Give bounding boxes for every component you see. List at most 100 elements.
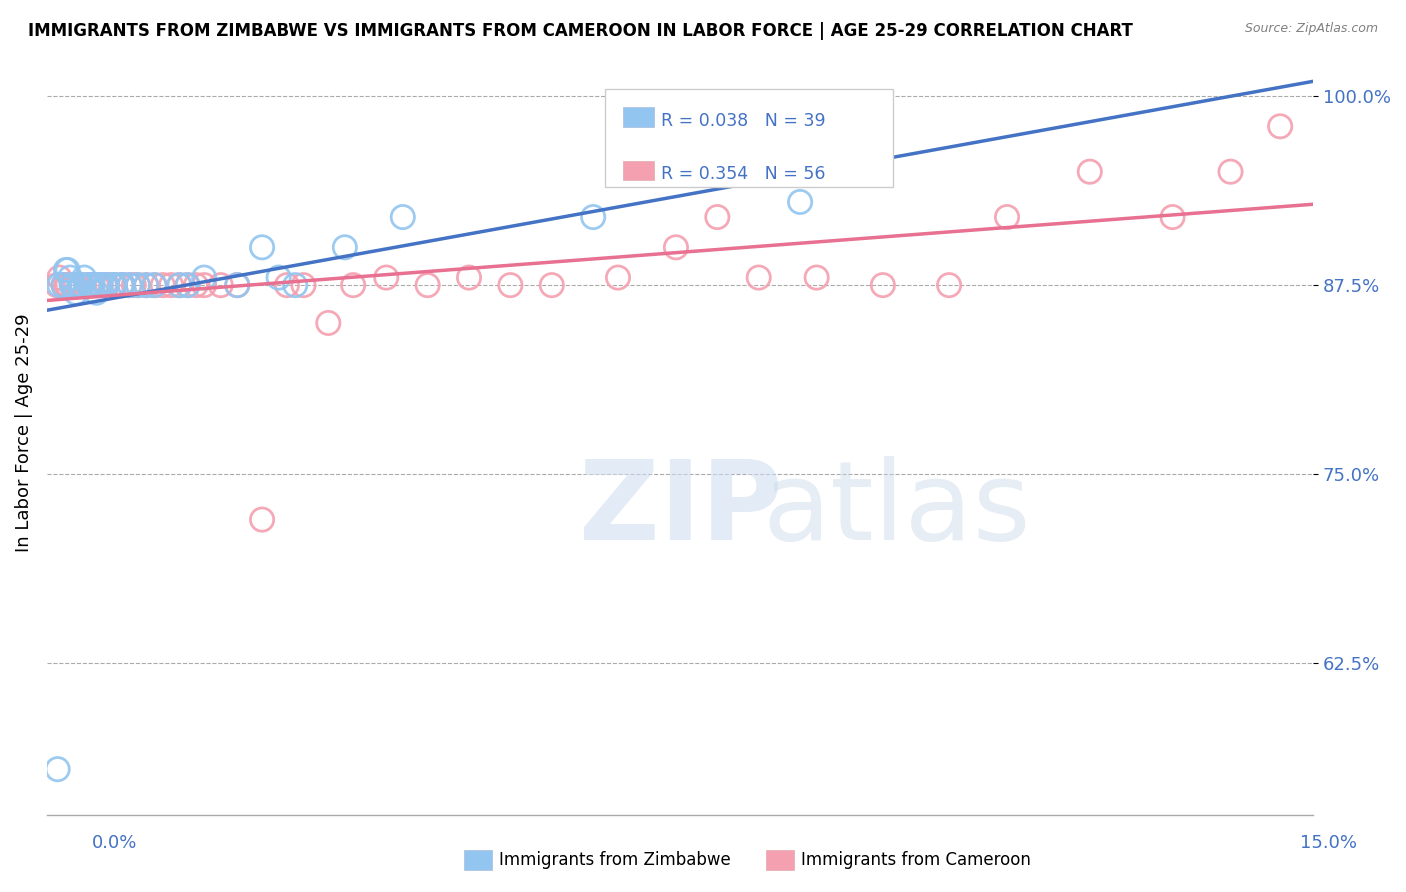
Point [77,278,100,293]
Point [104,278,127,293]
Point [938,278,960,293]
Point [48,270,70,285]
Point [82,278,104,293]
Point [193,278,215,293]
Point [176,278,198,293]
Point [193,270,215,285]
Point [48,278,70,293]
Point [55,263,77,277]
Point [143,278,166,293]
Point [101,278,124,293]
Point [77,278,100,293]
Point [87,278,110,293]
Text: R = 0.038   N = 39: R = 0.038 N = 39 [661,112,825,129]
Text: R = 0.354   N = 56: R = 0.354 N = 56 [661,165,825,183]
Point [60,278,83,293]
Y-axis label: In Labor Force | Age 25-29: In Labor Force | Age 25-29 [15,313,32,552]
Point [1161,210,1184,224]
Point [110,278,132,293]
Point [46,762,69,776]
Point [1078,164,1101,178]
Point [122,278,145,293]
Point [112,278,135,293]
Text: 0.0%: 0.0% [91,834,136,852]
Text: ZIP: ZIP [579,456,782,563]
Text: Immigrants from Zimbabwe: Immigrants from Zimbabwe [499,851,731,869]
Point [176,278,198,293]
Point [69,278,91,293]
Point [55,278,77,293]
Point [62,278,84,293]
Point [375,270,398,285]
Point [267,270,290,285]
Point [135,278,157,293]
Point [1270,120,1292,134]
Point [284,278,307,293]
Point [118,278,141,293]
Point [118,278,141,293]
Text: IMMIGRANTS FROM ZIMBABWE VS IMMIGRANTS FROM CAMEROON IN LABOR FORCE | AGE 25-29 : IMMIGRANTS FROM ZIMBABWE VS IMMIGRANTS F… [28,22,1133,40]
Point [226,278,249,293]
Point [101,278,124,293]
Point [135,278,157,293]
Point [292,278,315,293]
Point [52,278,75,293]
Point [65,278,87,293]
Point [318,316,340,330]
Point [458,270,481,285]
Point [342,278,364,293]
Point [62,278,84,293]
Point [60,278,83,293]
Text: Source: ZipAtlas.com: Source: ZipAtlas.com [1244,22,1378,36]
Point [94,278,117,293]
Point [56,263,79,277]
Point [127,278,149,293]
Point [706,210,728,224]
Point [160,278,183,293]
Point [806,270,828,285]
Point [94,278,117,293]
Point [226,278,249,293]
Point [184,278,207,293]
Point [276,278,298,293]
Point [96,278,118,293]
Point [70,278,93,293]
Point [59,270,82,285]
Point [665,240,688,254]
Point [209,278,232,293]
Point [127,278,149,293]
Text: Immigrants from Cameroon: Immigrants from Cameroon [801,851,1031,869]
Point [789,194,811,209]
Point [90,278,112,293]
Point [79,278,101,293]
Point [69,278,91,293]
Point [152,278,174,293]
Point [73,270,96,285]
Point [86,285,108,300]
Point [540,278,562,293]
Point [143,278,166,293]
Point [56,278,79,293]
Point [748,270,770,285]
Point [995,210,1018,224]
Point [86,278,108,293]
Point [872,278,894,293]
Point [70,278,93,293]
Point [104,278,127,293]
Point [250,240,273,254]
Text: atlas: atlas [762,456,1031,563]
Point [65,285,87,300]
Point [250,513,273,527]
Point [45,278,67,293]
Point [96,278,118,293]
Point [333,240,356,254]
Point [82,278,104,293]
Point [416,278,439,293]
Point [582,210,605,224]
Point [169,278,191,293]
Point [79,278,101,293]
Point [499,278,522,293]
Point [110,278,132,293]
Point [90,278,112,293]
Point [112,278,135,293]
